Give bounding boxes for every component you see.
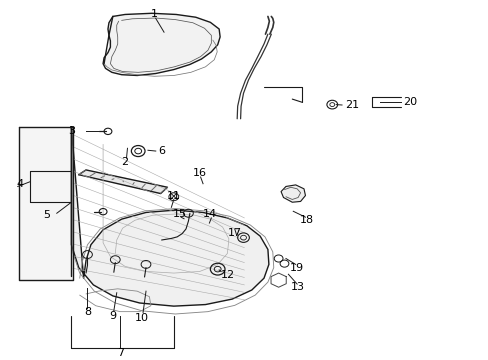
Text: 13: 13 (290, 282, 305, 292)
Text: 8: 8 (84, 307, 91, 318)
Polygon shape (281, 185, 305, 202)
Polygon shape (79, 170, 167, 194)
Text: 1: 1 (150, 9, 158, 19)
Text: 7: 7 (116, 348, 123, 358)
Polygon shape (103, 13, 220, 76)
Text: 19: 19 (289, 264, 304, 273)
Text: 3: 3 (68, 126, 75, 136)
Text: 10: 10 (135, 312, 149, 323)
Text: 17: 17 (227, 228, 241, 238)
Text: 11: 11 (166, 190, 181, 201)
Polygon shape (19, 127, 73, 280)
Text: 9: 9 (109, 311, 116, 320)
Text: 15: 15 (173, 209, 187, 219)
Text: 12: 12 (220, 270, 234, 280)
Text: 21: 21 (344, 100, 358, 110)
Polygon shape (71, 127, 268, 306)
Text: 14: 14 (203, 209, 217, 219)
Text: 16: 16 (192, 168, 206, 178)
Text: 4: 4 (17, 179, 24, 189)
Text: 6: 6 (158, 146, 165, 156)
Text: 2: 2 (121, 157, 128, 167)
Text: 20: 20 (403, 97, 416, 107)
Text: 18: 18 (299, 215, 313, 225)
Text: 5: 5 (43, 210, 50, 220)
